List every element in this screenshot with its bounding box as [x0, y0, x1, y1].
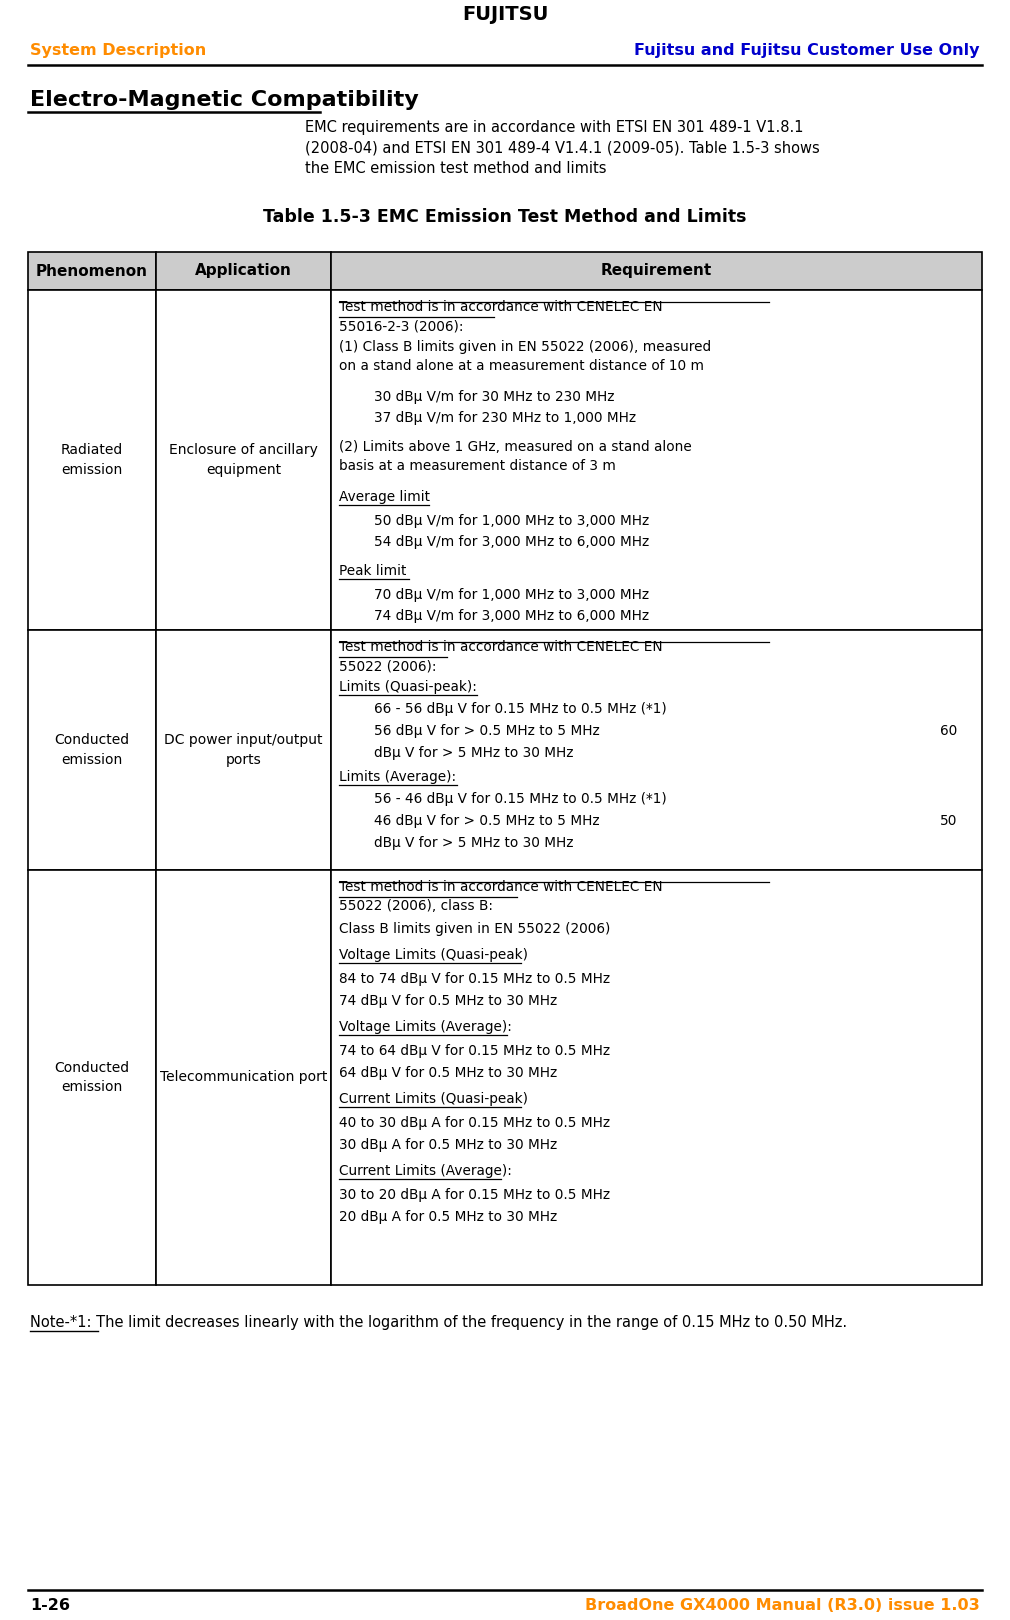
Text: Application: Application [195, 264, 292, 279]
Text: 50: 50 [940, 813, 957, 828]
Text: Limits (Average):: Limits (Average): [339, 770, 457, 784]
Text: Limits (Quasi-peak):: Limits (Quasi-peak): [339, 680, 477, 693]
Text: 74 to 64 dBμ V for 0.15 MHz to 0.5 MHz: 74 to 64 dBμ V for 0.15 MHz to 0.5 MHz [339, 1043, 610, 1058]
Bar [28, 630, 156, 870]
Text: Class B limits given in EN 55022 (2006): Class B limits given in EN 55022 (2006) [339, 922, 610, 936]
Text: 37 dBμ V/m for 230 MHz to 1,000 MHz: 37 dBμ V/m for 230 MHz to 1,000 MHz [374, 411, 636, 424]
Text: Note-*1: The limit decreases linearly with the logarithm of the frequency in the: Note-*1: The limit decreases linearly wi… [30, 1315, 847, 1330]
Text: BroadOne GX4000 Manual (R3.0) issue 1.03: BroadOne GX4000 Manual (R3.0) issue 1.03 [585, 1597, 980, 1614]
Text: 46 dBμ V for > 0.5 MHz to 5 MHz: 46 dBμ V for > 0.5 MHz to 5 MHz [374, 813, 600, 828]
Text: (1) Class B limits given in EN 55022 (2006), measured
on a stand alone at a meas: (1) Class B limits given in EN 55022 (20… [339, 340, 711, 374]
Text: Enclosure of ancillary
equipment: Enclosure of ancillary equipment [169, 444, 318, 476]
Text: 74 dBμ V/m for 3,000 MHz to 6,000 MHz: 74 dBμ V/m for 3,000 MHz to 6,000 MHz [374, 609, 649, 624]
Text: 56 - 46 dBμ V for 0.15 MHz to 0.5 MHz (*1): 56 - 46 dBμ V for 0.15 MHz to 0.5 MHz (*… [374, 792, 667, 807]
Bar [331, 290, 982, 630]
Text: Peak limit: Peak limit [339, 564, 406, 578]
Bar [331, 630, 982, 870]
Text: Conducted
emission: Conducted emission [55, 734, 129, 766]
Text: System Description: System Description [30, 42, 206, 57]
Bar [28, 290, 156, 630]
Text: 30 dBμ A for 0.5 MHz to 30 MHz: 30 dBμ A for 0.5 MHz to 30 MHz [339, 1137, 558, 1152]
Text: Phenomenon: Phenomenon [36, 264, 148, 279]
Text: Telecommunication port: Telecommunication port [160, 1071, 327, 1084]
Text: Voltage Limits (Quasi-peak): Voltage Limits (Quasi-peak) [339, 948, 528, 962]
Text: dBμ V for > 5 MHz to 30 MHz: dBμ V for > 5 MHz to 30 MHz [374, 745, 574, 760]
Text: DC power input/output
ports: DC power input/output ports [165, 734, 323, 766]
Text: Test method is in accordance with CENELEC EN
55022 (2006), class B:: Test method is in accordance with CENELE… [339, 880, 663, 914]
Bar [28, 870, 156, 1285]
Text: 64 dBμ V for 0.5 MHz to 30 MHz: 64 dBμ V for 0.5 MHz to 30 MHz [339, 1066, 558, 1081]
Bar [156, 630, 331, 870]
Text: 30 to 20 dBμ A for 0.15 MHz to 0.5 MHz: 30 to 20 dBμ A for 0.15 MHz to 0.5 MHz [339, 1187, 610, 1202]
Bar [156, 870, 331, 1285]
Text: 84 to 74 dBμ V for 0.15 MHz to 0.5 MHz: 84 to 74 dBμ V for 0.15 MHz to 0.5 MHz [339, 972, 610, 987]
Text: 70 dBμ V/m for 1,000 MHz to 3,000 MHz: 70 dBμ V/m for 1,000 MHz to 3,000 MHz [374, 588, 649, 603]
Text: Radiated
emission: Radiated emission [61, 444, 123, 476]
Text: Fujitsu and Fujitsu Customer Use Only: Fujitsu and Fujitsu Customer Use Only [634, 42, 980, 57]
Text: Requirement: Requirement [601, 264, 712, 279]
Bar [156, 290, 331, 630]
Text: Table 1.5-3 EMC Emission Test Method and Limits: Table 1.5-3 EMC Emission Test Method and… [264, 207, 746, 227]
Text: dBμ V for > 5 MHz to 30 MHz: dBμ V for > 5 MHz to 30 MHz [374, 836, 574, 851]
Text: Conducted
emission: Conducted emission [55, 1061, 129, 1094]
Text: 56 dBμ V for > 0.5 MHz to 5 MHz: 56 dBμ V for > 0.5 MHz to 5 MHz [374, 724, 600, 739]
Text: 54 dBμ V/m for 3,000 MHz to 6,000 MHz: 54 dBμ V/m for 3,000 MHz to 6,000 MHz [374, 535, 649, 549]
Text: 50 dBμ V/m for 1,000 MHz to 3,000 MHz: 50 dBμ V/m for 1,000 MHz to 3,000 MHz [374, 514, 649, 528]
Text: Current Limits (Average):: Current Limits (Average): [339, 1165, 512, 1178]
Bar [28, 253, 156, 290]
Text: 74 dBμ V for 0.5 MHz to 30 MHz: 74 dBμ V for 0.5 MHz to 30 MHz [339, 995, 558, 1008]
Bar [156, 253, 331, 290]
Bar [331, 870, 982, 1285]
Text: 20 dBμ A for 0.5 MHz to 30 MHz: 20 dBμ A for 0.5 MHz to 30 MHz [339, 1210, 558, 1225]
Text: (2) Limits above 1 GHz, measured on a stand alone
basis at a measurement distanc: (2) Limits above 1 GHz, measured on a st… [339, 441, 692, 473]
Text: 60: 60 [940, 724, 957, 739]
Text: Current Limits (Quasi-peak): Current Limits (Quasi-peak) [339, 1092, 528, 1106]
Text: Voltage Limits (Average):: Voltage Limits (Average): [339, 1021, 512, 1034]
Text: 30 dBμ V/m for 30 MHz to 230 MHz: 30 dBμ V/m for 30 MHz to 230 MHz [374, 390, 614, 403]
Text: EMC requirements are in accordance with ETSI EN 301 489-1 V1.8.1
(2008-04) and E: EMC requirements are in accordance with … [305, 120, 820, 177]
Text: Test method is in accordance with CENELEC EN
55016-2-3 (2006):: Test method is in accordance with CENELE… [339, 300, 663, 334]
Text: Test method is in accordance with CENELEC EN
55022 (2006):: Test method is in accordance with CENELE… [339, 640, 663, 674]
Text: FUJITSU: FUJITSU [462, 5, 548, 24]
Text: 1-26: 1-26 [30, 1597, 70, 1614]
Text: Average limit: Average limit [339, 489, 430, 504]
Text: 66 - 56 dBμ V for 0.15 MHz to 0.5 MHz (*1): 66 - 56 dBμ V for 0.15 MHz to 0.5 MHz (*… [374, 701, 667, 716]
Bar [331, 253, 982, 290]
Text: 40 to 30 dBμ A for 0.15 MHz to 0.5 MHz: 40 to 30 dBμ A for 0.15 MHz to 0.5 MHz [339, 1116, 610, 1131]
Text: Electro-Magnetic Compatibility: Electro-Magnetic Compatibility [30, 91, 419, 110]
